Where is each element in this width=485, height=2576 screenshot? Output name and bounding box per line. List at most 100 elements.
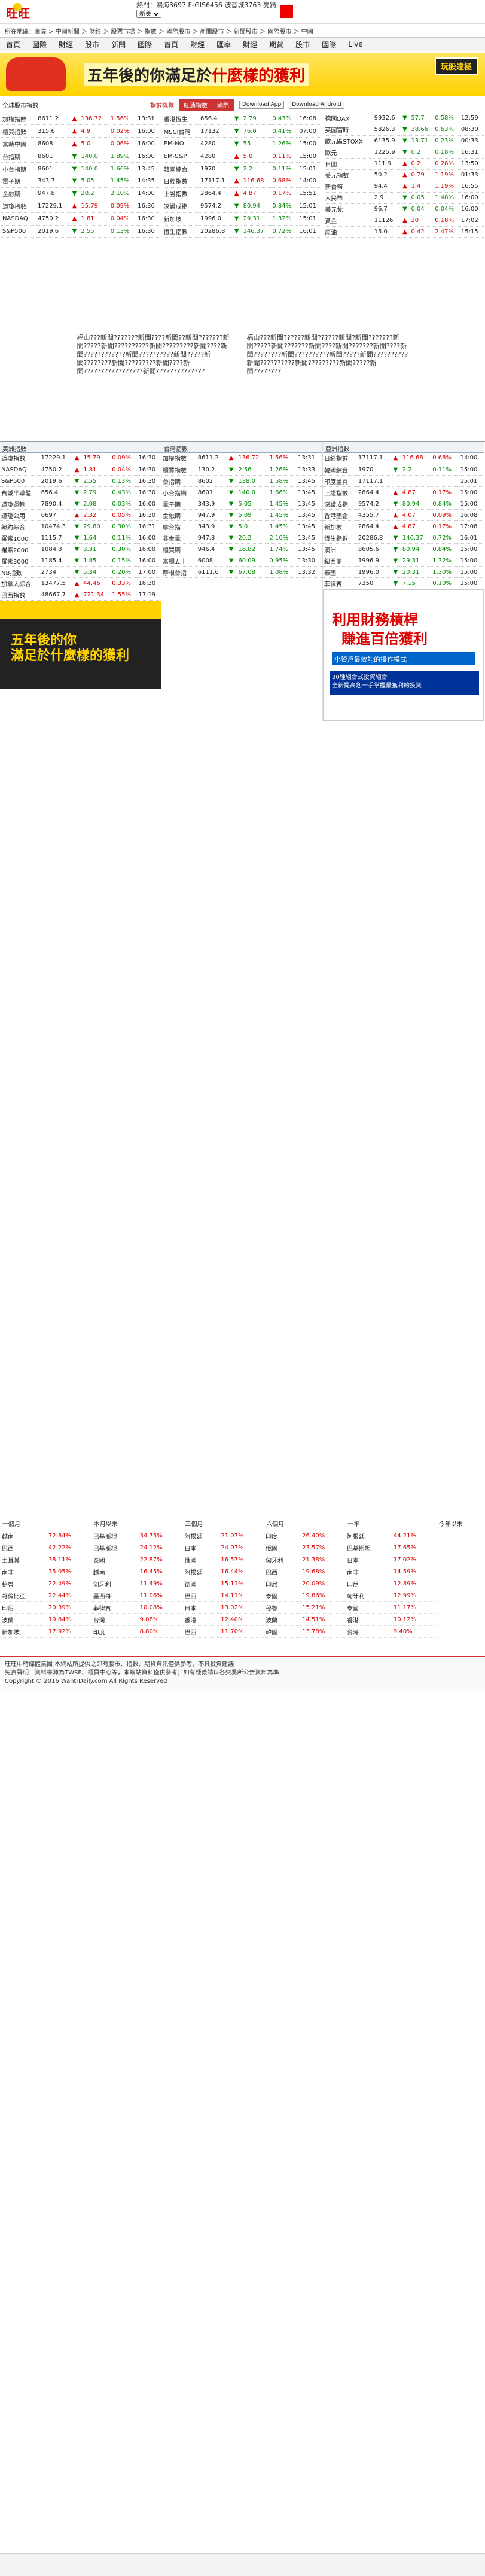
quote-row[interactable]: 道瓊指數 17229.1 ▲ 15.79 0.09% 16:30	[0, 452, 161, 464]
rank-row[interactable]: 秘魯 22.49% 匈牙利 11.49% 德國 15.11% 印尼 20.09% 印尼 12.89…	[0, 1578, 485, 1590]
quote-row[interactable]: S&P500 2019.6 ▼ 2.55 0.13% 16:30	[0, 475, 161, 487]
quote-row[interactable]: 非金電 947.8 ▼ 20.2 2.10% 13:45	[161, 532, 323, 544]
quote-row[interactable]: 香港國企 4355.7 ▲ 4.07 0.09% 16:08	[323, 509, 484, 521]
quote-row[interactable]: 深證成指 9574.2 ▼ 80.94 0.84% 15:01	[162, 200, 323, 213]
quote-row[interactable]: 深證成指 9574.2 ▼ 80.94 0.84% 15:00	[323, 498, 484, 510]
quote-row[interactable]: 日經指數 17117.1 ▲ 116.68 0.68% 14:00	[162, 175, 323, 188]
ticker-items[interactable]: 鴻海3697 F-GIS6456 波音城3763 亮錡	[156, 1, 276, 9]
quote-row[interactable]: 上證指數 2864.4 ▲ 4.87 0.17% 15:00	[323, 486, 484, 498]
quote-row[interactable]: 日經指數 17117.1 ▲ 116.68 0.68% 14:00	[323, 452, 484, 464]
quote-row[interactable]: 英國富時 5826.3 ▼ 38.66 0.63% 08:30	[324, 124, 484, 136]
quote-row[interactable]: 黃金 11126 ▲ 20 0.18% 17:02	[324, 215, 484, 227]
quote-row[interactable]: 菲律賓 7350 ▼ 7.15 0.10% 15:00	[323, 577, 484, 589]
quote-row[interactable]: NASDAQ 4750.2 ▲ 1.81 0.04% 16:30	[0, 464, 161, 476]
download-android-button[interactable]: Download Android	[289, 101, 344, 109]
nav-item[interactable]: 股市	[295, 40, 310, 49]
nav-item[interactable]: 首頁	[164, 40, 179, 49]
news-block-1[interactable]: 福山???新聞???????新聞????新聞??新聞???????新聞?????…	[77, 333, 230, 375]
quote-row[interactable]: 羅素3000 1185.4 ▼ 1.85 0.15% 16:00	[0, 555, 161, 567]
quote-row[interactable]: 加權指數 8611.2 ▲ 136.72 1.56% 13:31	[1, 112, 161, 126]
quote-row[interactable]: 原油 15.0 ▲ 0.42 2.47% 15:15	[324, 226, 484, 238]
nav-item[interactable]: 財經	[243, 40, 258, 49]
rank-row[interactable]: 南非 35.05% 越南 16.45% 阿根廷 16.44% 巴西 19.68% 南非 14.59…	[0, 1566, 485, 1578]
quote-row[interactable]: 金融期 947.9 ▼ 5.09 1.45% 13:45	[161, 509, 323, 521]
quote-row[interactable]: 羅素2000 1084.3 ▼ 3.31 0.30% 16:00	[0, 543, 161, 555]
quote-row[interactable]: 富櫃五十 6008 ▼ 60.09 0.95% 13:30	[161, 555, 323, 567]
quote-row[interactable]: 韓國綜合 1970 ▼ 2.2 0.11% 15:00	[323, 464, 484, 476]
market-select[interactable]: 新美	[136, 10, 161, 18]
quote-row[interactable]: 歐元 1225.9 ▼ 0.2 0.18% 16:31	[324, 147, 484, 159]
quote-row[interactable]: 櫃買指數 315.6 ▲ 4.9 0.02% 16:00	[1, 124, 161, 138]
quote-row[interactable]: 道瓊指數 17229.1 ▲ 15.79 0.09% 16:30	[1, 200, 161, 213]
download-app-button[interactable]: Download App	[239, 101, 285, 109]
nav-item[interactable]: 期貨	[269, 40, 284, 49]
rank-row[interactable]: 越南 72.84% 巴基斯坦 34.75% 阿根廷 21.07% 印度 26.40% 阿根廷 44…	[0, 1530, 485, 1542]
quote-row[interactable]: 新台幣 94.4 ▲ 1.4 1.19% 16:55	[324, 181, 484, 193]
quote-row[interactable]: 人民幣 2.9 ▼ 0.05 1.48% 16:00	[324, 192, 484, 204]
quote-row[interactable]: 巴西指數 48667.7 ▲ 721.34 1.55% 17:19	[0, 589, 161, 601]
tab-intl[interactable]: 國際	[212, 99, 234, 111]
nav-item[interactable]: 國際	[322, 40, 337, 49]
nav-item[interactable]: 匯率	[216, 40, 231, 49]
quote-row[interactable]: 摩根台指 6111.6 ▼ 67.08 1.08% 13:32	[161, 566, 323, 578]
quote-row[interactable]: 加拿大綜合 13477.5 ▲ 44.46 0.33% 16:30	[0, 577, 161, 589]
nav-item[interactable]: 新聞	[111, 40, 126, 49]
quote-row[interactable]: NB指數 2734 ▼ 5.34 0.20% 17:00	[0, 566, 161, 578]
rank-row[interactable]: 波蘭 19.84% 台灣 9.08% 香港 12.40% 波蘭 14.51% 香港 10.12%	[0, 1613, 485, 1626]
nav-item[interactable]: Live	[348, 40, 363, 48]
quote-row[interactable]: 韓國綜合 1970 ▼ 2.2 0.11% 15:01	[162, 162, 323, 175]
nav-item[interactable]: 財經	[190, 40, 205, 49]
quote-row[interactable]: 道瓊公用 6697 ▲ 2.32 0.05% 16:30	[0, 509, 161, 521]
quote-row[interactable]: 小台指期 8601 ▼ 140.0 1.66% 13:45	[1, 162, 161, 175]
quote-row[interactable]: 摩台指 343.9 ▼ 5.0 1.45% 13:45	[161, 520, 323, 532]
quote-row[interactable]: 歐元區STOXX 6135.9 ▼ 13.71 0.23% 00:33	[324, 135, 484, 147]
ad-banner-middle[interactable]: 五年後的你 滿足於什麼樣的獲利	[0, 601, 161, 689]
quote-row[interactable]: 羅素1000 1115.7 ▼ 1.64 0.11% 16:00	[0, 532, 161, 544]
nav-item[interactable]: 國際	[32, 40, 47, 49]
quote-row[interactable]: 加權指數 8611.2 ▲ 136.72 1.56% 13:31	[161, 452, 323, 464]
quote-row[interactable]: 新加坡 2864.4 ▲ 4.87 0.17% 17:08	[323, 520, 484, 532]
quote-row[interactable]: 恆生指數 20286.8 ▼ 146.37 0.72% 16:01	[323, 532, 484, 544]
quote-row[interactable]: 上證指數 2864.4 ▲ 4.87 0.17% 15:51	[162, 187, 323, 200]
quote-row[interactable]: 櫃買期 946.4 ▼ 16.82 1.74% 13:45	[161, 543, 323, 555]
rank-row[interactable]: 新加坡 17.92% 印度 8.80% 巴西 11.70% 韓國 13.78% 台灣 9.40%	[0, 1625, 485, 1638]
quote-row[interactable]: 印度孟買 17117.1 15:01	[323, 475, 484, 487]
quote-row[interactable]: 香港恆生 656.4 ▼ 2.79 0.43% 16:08	[162, 112, 323, 126]
quote-row[interactable]: MSCI台灣 17132 ▼ 76.0 0.41% 07:00	[162, 124, 323, 138]
quote-row[interactable]: 道瓊運輸 7890.4 ▼ 2.08 0.03% 16:00	[0, 498, 161, 510]
quote-row[interactable]: 德國DAX 9932.6 ▼ 57.7 0.58% 12:59	[324, 112, 484, 124]
quote-row[interactable]: 紐西蘭 1996.9 ▼ 29.31 1.32% 15:00	[323, 555, 484, 567]
quote-row[interactable]: 紐約綜合 10474.3 ▼ 29.80 0.30% 16:31	[0, 520, 161, 532]
quote-row[interactable]: 日圓 111.9 ▲ 0.2 0.28% 13:50	[324, 158, 484, 170]
quote-row[interactable]: 費城半導體 656.4 ▼ 2.79 0.43% 16:30	[0, 486, 161, 498]
rank-row[interactable]: 哥倫比亞 22.44% 墨西哥 11.06% 巴西 14.11% 泰國 19.86% 匈牙利 12…	[0, 1590, 485, 1602]
ad-banner-right[interactable]: 利用財務槓桿 賺進百倍獲利 小資戶最效能的操作模式 30種組合式投資組合 全新提高…	[323, 589, 484, 721]
banner-cta-button[interactable]: 玩股達極	[434, 57, 478, 75]
quote-row[interactable]: 金融期 947.8 ▼ 20.2 2.10% 14:00	[1, 187, 161, 200]
nav-item[interactable]: 國際	[138, 40, 152, 49]
rank-row[interactable]: 巴西 42.22% 巴基斯坦 24.12% 日本 24.07% 俄國 23.57% 巴基斯坦 17…	[0, 1542, 485, 1554]
quote-row[interactable]: 澳洲 8605.6 ▼ 80.94 0.84% 15:00	[323, 543, 484, 555]
quote-row[interactable]: 台指期 8601 ▼ 140.0 1.89% 16:00	[1, 150, 161, 163]
nav-item[interactable]: 首頁	[6, 40, 21, 49]
quote-row[interactable]: 台指期 8602 ▼ 138.0 1.58% 13:45	[161, 475, 323, 487]
site-logo[interactable]: 旺旺	[5, 1, 41, 23]
quote-row[interactable]: NASDAQ 4750.2 ▲ 1.81 0.04% 16:30	[1, 212, 161, 226]
quote-row[interactable]: 電子期 343.7 ▼ 5.05 1.45% 14:35	[1, 175, 161, 188]
ad-banner-top[interactable]: 五年後的你滿足於什麼樣的獲利 玩股達極	[0, 53, 485, 96]
news-block-2[interactable]: 福山???新聞??????新聞??????新聞?新聞???????新聞?????…	[246, 333, 408, 375]
quote-row[interactable]: 美元指數 50.2 ▲ 0.79 1.19% 01:33	[324, 169, 484, 181]
quote-row[interactable]: 恆生指數 20286.8 ▼ 146.37 0.72% 16:01	[162, 225, 323, 238]
flag-icon[interactable]	[279, 5, 293, 18]
quote-row[interactable]: 富時中國 8608 ▲ 5.0 0.06% 16:00	[1, 137, 161, 151]
quote-row[interactable]: 電子期 343.9 ▼ 5.05 1.45% 13:45	[161, 498, 323, 510]
quote-row[interactable]: EM-NO 4280 ▼ 55 1.26% 15:00	[162, 137, 323, 151]
quote-row[interactable]: 櫃買指數 130.2 ▼ 2.56 1.26% 13:33	[161, 464, 323, 476]
quote-row[interactable]: EM-S&P 4280 ▲ 5.0 0.11% 15:00	[162, 150, 323, 163]
tab-hot[interactable]: 紅通指數	[179, 99, 212, 111]
quote-row[interactable]: 新加坡 1996.0 ▼ 29.31 1.32% 15:01	[162, 212, 323, 226]
tab-overview[interactable]: 指數概覽	[145, 99, 179, 111]
quote-row[interactable]: 美元兌 96.7 ▼ 0.04 0.04% 16:00	[324, 203, 484, 215]
nav-item[interactable]: 財經	[59, 40, 74, 49]
quote-row[interactable]: 小台指期 8601 ▼ 140.0 1.66% 13:45	[161, 486, 323, 498]
